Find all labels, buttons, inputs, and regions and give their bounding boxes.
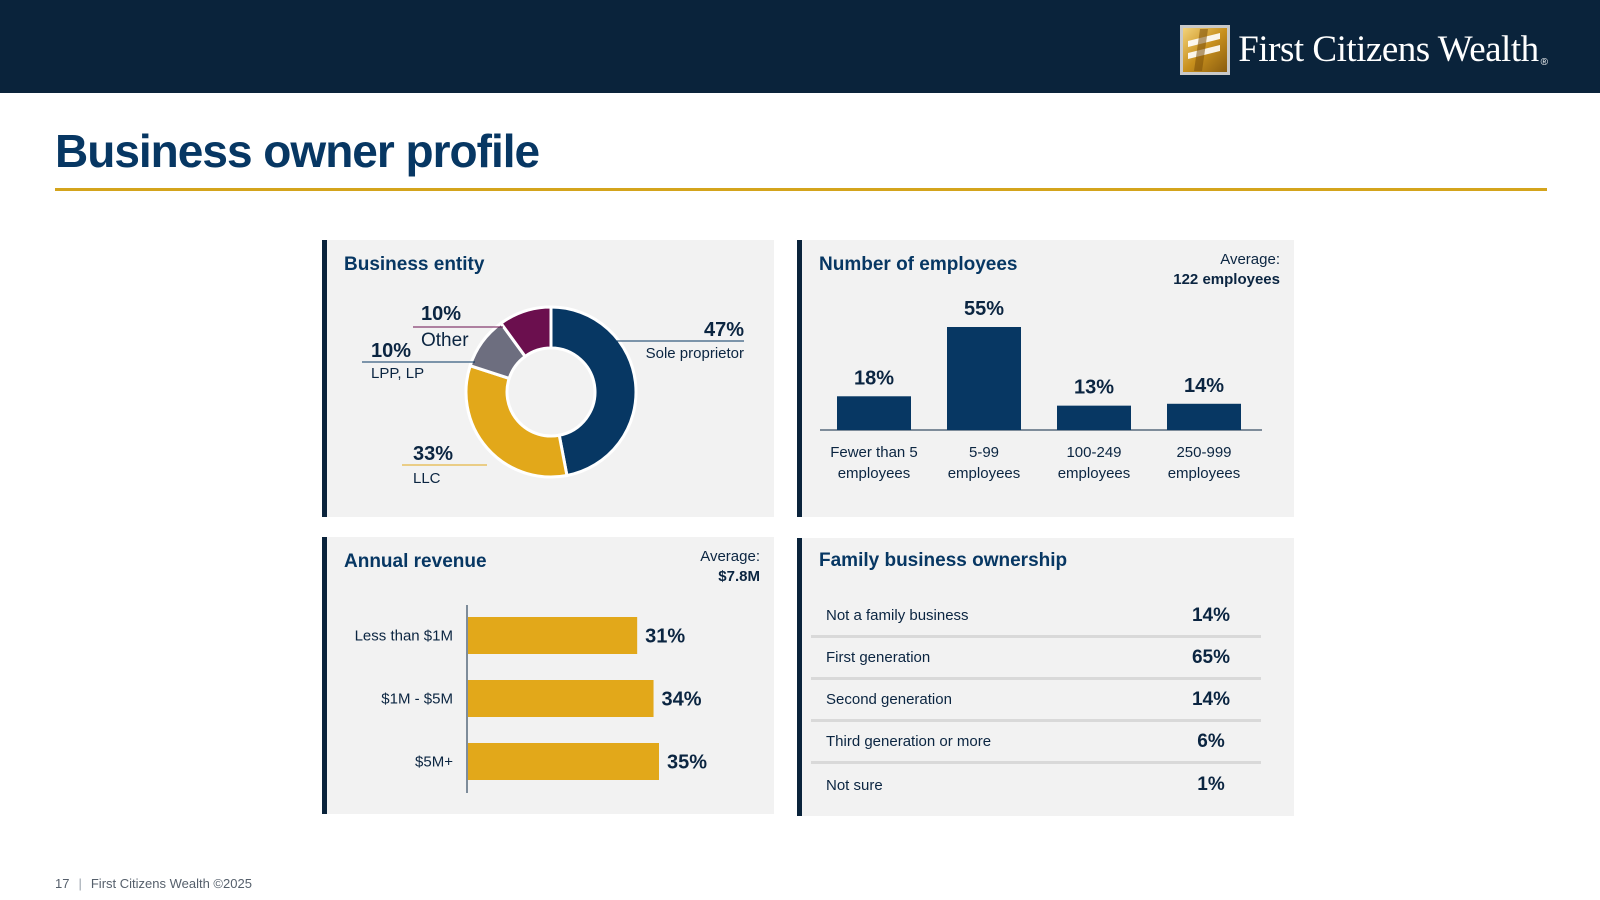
table-row: Third generation or more 6% <box>811 722 1261 764</box>
row-label: First generation <box>826 649 931 666</box>
revenue-bar <box>468 680 654 717</box>
table-row: Second generation 14% <box>811 680 1261 722</box>
employees-average-label: Average: <box>1220 251 1280 268</box>
employees-category-label: Fewer than 5 <box>830 444 918 461</box>
header-bar: First Citizens Wealth ® <box>0 0 1600 93</box>
footer-separator: | <box>78 876 82 891</box>
employees-value-label: 14% <box>1184 375 1224 397</box>
employees-bar <box>1167 403 1241 430</box>
donut-slice-llc <box>464 363 569 479</box>
family-ownership-panel: Family business ownership Not a family b… <box>797 538 1294 816</box>
donut-slice-other <box>498 305 553 359</box>
business-entity-panel: Business entity 47% Sole proprietor 33% LLC… <box>322 240 774 517</box>
brand-mark-icon <box>1180 25 1231 75</box>
brand-registered-mark: ® <box>1540 57 1548 68</box>
employees-category-label: 250-999 <box>1176 444 1231 461</box>
employees-category-label: employees <box>1058 465 1131 482</box>
donut-slice-sole-proprietor <box>549 305 638 478</box>
employees-category-label: employees <box>1168 465 1241 482</box>
revenue-value-label: 34% <box>662 689 702 711</box>
business-entity-title: Business entity <box>344 254 485 275</box>
employees-category-label: 100-249 <box>1066 444 1121 461</box>
revenue-category-label: $1M - $5M <box>381 691 453 708</box>
slice-label-sole-proprietor: Sole proprietor <box>646 345 744 362</box>
revenue-bar-chart: Less than $1M 31% $1M - $5M 34% $5M+ 35% <box>355 605 707 793</box>
footer-copyright: First Citizens Wealth ©2025 <box>90 876 252 891</box>
family-ownership-table: Not a family business 14% First generati… <box>811 596 1261 806</box>
revenue-bar <box>468 617 638 654</box>
row-value: 1% <box>1197 774 1225 795</box>
employees-average-value: 122 employees <box>1173 271 1280 288</box>
employees-value-label: 13% <box>1074 377 1114 399</box>
row-value: 14% <box>1191 688 1231 710</box>
revenue-average-label: Average: <box>700 548 760 565</box>
table-row: First generation 65% <box>811 638 1261 680</box>
employees-bar <box>947 327 1021 430</box>
brand-logo[interactable]: First Citizens Wealth ® <box>1180 18 1548 76</box>
revenue-panel: Annual revenue Average: $7.8M Less than … <box>322 537 774 814</box>
revenue-bar <box>468 743 659 780</box>
slice-label-lpp-lp: LPP, LP <box>371 365 424 382</box>
revenue-value-label: 35% <box>667 752 707 774</box>
slice-label-other: Other <box>421 330 469 351</box>
employees-value-label: 55% <box>964 298 1004 320</box>
title-divider <box>55 188 1547 191</box>
row-value: 65% <box>1191 646 1231 668</box>
slice-value-other: 10% <box>421 303 461 325</box>
employees-average: Average: 122 employees <box>1173 250 1280 290</box>
employees-bar-chart: 18% Fewer than 5 employees 55% 5-99 employees… <box>820 298 1262 482</box>
table-row: Not a family business 14% <box>811 596 1261 638</box>
row-label: Not sure <box>826 776 883 794</box>
slice-label-llc: LLC <box>413 470 441 487</box>
revenue-average-value: $7.8M <box>718 568 760 585</box>
row-label: Second generation <box>826 691 952 708</box>
brand-name: First Citizens Wealth <box>1238 28 1539 70</box>
employees-category-label: employees <box>948 465 1021 482</box>
revenue-value-label: 31% <box>645 626 685 648</box>
employees-title: Number of employees <box>819 254 1018 275</box>
employees-bar <box>837 396 911 430</box>
employees-panel: Number of employees Average: 122 employe… <box>797 240 1294 517</box>
page-title: Business owner profile <box>55 125 540 177</box>
employees-category-label: employees <box>838 465 911 482</box>
family-ownership-title: Family business ownership <box>819 550 1068 571</box>
revenue-average: Average: $7.8M <box>700 547 760 587</box>
revenue-category-label: $5M+ <box>415 754 453 771</box>
slice-value-sole-proprietor: 47% <box>704 319 744 341</box>
page-number: 17 <box>55 876 70 891</box>
row-value: 6% <box>1197 730 1225 752</box>
slice-value-llc: 33% <box>413 443 453 465</box>
row-label: Third generation or more <box>826 733 992 750</box>
row-label: Not a family business <box>826 607 969 624</box>
employees-bar <box>1057 405 1131 430</box>
employees-value-label: 18% <box>854 367 894 389</box>
table-row: Not sure 1% <box>811 764 1261 806</box>
revenue-title: Annual revenue <box>344 551 487 572</box>
business-entity-donut-chart: 47% Sole proprietor 33% LLC 10% LPP, LP 10% Oth… <box>362 303 744 487</box>
row-value: 14% <box>1191 604 1231 626</box>
employees-category-label: 5-99 <box>969 444 999 461</box>
slice-value-lpp-lp: 10% <box>371 340 411 362</box>
footer: 17 | First Citizens Wealth ©2025 <box>55 876 252 891</box>
revenue-category-label: Less than $1M <box>355 628 453 645</box>
